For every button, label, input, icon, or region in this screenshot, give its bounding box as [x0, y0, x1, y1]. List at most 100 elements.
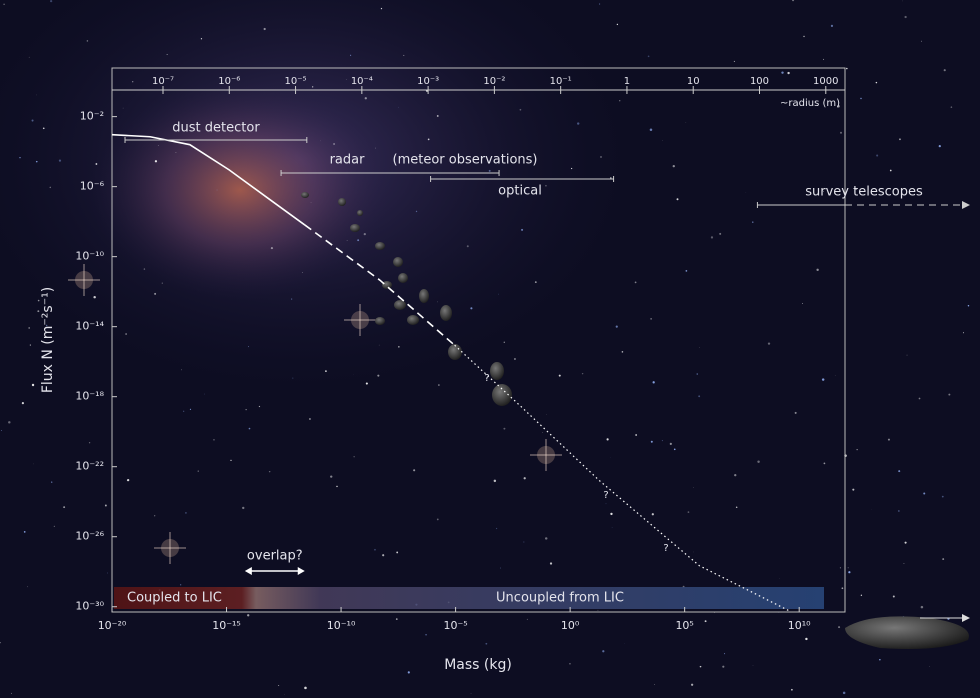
star [654, 684, 656, 685]
star [605, 503, 607, 505]
x2-tick-label: 10⁻² [483, 76, 505, 87]
star [724, 653, 726, 655]
star [803, 35, 805, 38]
star [672, 164, 675, 168]
x2-tick-label: 10⁻⁴ [351, 76, 373, 87]
star [791, 688, 793, 691]
star [28, 327, 30, 329]
x-tick-label: 10⁻⁵ [443, 619, 467, 632]
star [35, 160, 38, 163]
y-axis-label: Flux N (m⁻²s⁻¹) [40, 287, 56, 393]
star [230, 459, 232, 462]
y-tick-label: 10⁻¹⁸ [75, 390, 104, 403]
star [678, 626, 680, 628]
star [735, 506, 738, 509]
star [292, 377, 294, 379]
star [920, 40, 922, 42]
star [216, 189, 218, 191]
star [183, 410, 185, 412]
star [413, 469, 416, 472]
y-tick-label: 10⁻³⁰ [75, 600, 104, 613]
coupling-band [114, 587, 824, 609]
star [652, 381, 655, 384]
star [544, 537, 548, 540]
star [357, 239, 360, 242]
star [840, 131, 842, 134]
star [157, 145, 159, 147]
star [619, 99, 621, 102]
x2-tick-label: 10⁻¹ [550, 76, 572, 87]
star [175, 152, 177, 154]
star [154, 292, 157, 295]
star [104, 504, 107, 507]
star [485, 642, 488, 645]
star [258, 405, 261, 408]
star [616, 23, 619, 26]
x-tick-label: 10⁻¹⁰ [327, 619, 356, 632]
star [58, 159, 62, 162]
star [523, 477, 526, 480]
star [876, 154, 879, 157]
star [21, 402, 24, 405]
star [470, 307, 473, 310]
star [669, 442, 672, 445]
star [920, 605, 924, 609]
star [291, 298, 293, 300]
arrow-head [962, 614, 970, 622]
x2-tick-label: 10⁻³ [417, 76, 439, 87]
star [610, 512, 613, 516]
star [899, 138, 901, 141]
star [248, 427, 251, 430]
star [185, 512, 187, 514]
star [346, 240, 348, 241]
star [542, 432, 543, 433]
star [122, 107, 124, 109]
star [839, 567, 841, 569]
star [63, 506, 66, 509]
star [841, 587, 844, 590]
star [852, 488, 855, 491]
x2-tick-label: 10⁻⁵ [285, 76, 307, 87]
star [436, 518, 439, 521]
star [514, 358, 516, 360]
star [245, 409, 247, 411]
star [200, 38, 203, 40]
star [398, 106, 399, 108]
star [734, 474, 737, 477]
star [752, 221, 754, 223]
star [602, 650, 605, 653]
star [722, 665, 725, 668]
star [549, 562, 553, 565]
star [37, 299, 40, 302]
star [889, 169, 892, 172]
plot-frame [111, 67, 846, 613]
star [28, 56, 30, 58]
x2-tick-label: 100 [750, 76, 769, 87]
star [830, 24, 834, 27]
star [733, 60, 735, 62]
star [599, 3, 601, 5]
star [581, 372, 584, 375]
star [51, 481, 53, 483]
star [906, 354, 908, 356]
x2-tick-label: 1 [624, 76, 630, 87]
star [848, 571, 851, 574]
star [88, 442, 91, 444]
star [752, 665, 754, 666]
star [673, 448, 676, 451]
star [904, 15, 907, 19]
star [943, 69, 946, 72]
star [941, 495, 944, 498]
star [500, 567, 501, 569]
star [503, 341, 505, 343]
star [577, 122, 580, 125]
star [143, 268, 146, 270]
star [597, 609, 599, 611]
star [374, 548, 376, 551]
star [634, 281, 637, 284]
star [846, 67, 848, 70]
nebula [90, 80, 390, 300]
star [719, 232, 722, 235]
star [690, 683, 694, 686]
